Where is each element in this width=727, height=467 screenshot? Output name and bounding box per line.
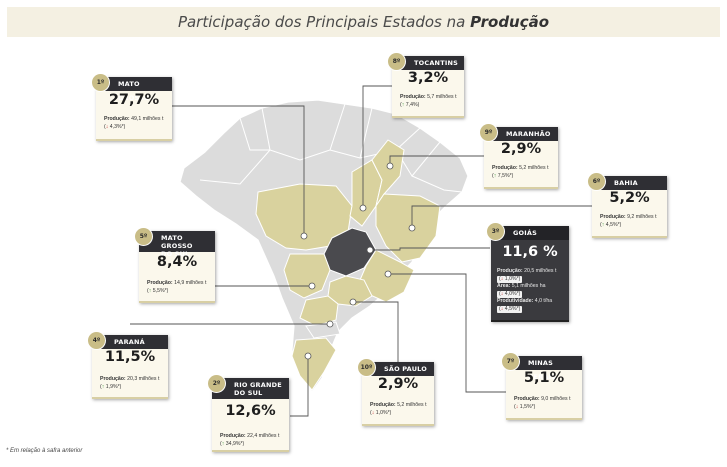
arrow-down-icon: ↓ — [500, 275, 504, 282]
card-parana: PARANÁ 4º 11,5% Produção: 20,3 milhões t… — [88, 332, 168, 399]
card-bahia: BAHIA 6º 5,2% Produção: 9,2 milhões t (↑… — [588, 173, 667, 238]
share-value: 11,5% — [104, 349, 156, 365]
page-title: Participação dos Principais Estados na P… — [177, 13, 550, 31]
share-value: 8,4% — [156, 254, 198, 270]
arrow-up-icon: ↑ — [148, 287, 152, 294]
rank-badge: 10º — [358, 359, 375, 376]
arrow-down-icon: ↓ — [105, 123, 109, 130]
card-header: MATO GROSSO — [96, 77, 172, 102]
arrow-up-icon: ↑ — [601, 221, 605, 228]
card-header: PARANÁ — [92, 335, 168, 349]
card-info: Produção: 49,1 milhões t (↓ 4,3%*) — [104, 116, 164, 130]
title-bar: Participação dos Principais Estados na P… — [7, 7, 720, 37]
state-parana — [299, 295, 339, 327]
share-value: 3,2% — [407, 70, 449, 86]
arrow-up-icon: ↑ — [401, 101, 405, 108]
share-value: 5,2% — [609, 190, 650, 206]
card-info: Produção: 9,0 milhões t (↓ 1,5%*) — [514, 396, 571, 410]
card-tocantins: TOCANTINS 8º 3,2% Produção: 5,7 milhões … — [388, 53, 464, 118]
card-rio-grande-sul: RIO GRANDE DO SUL 2º 12,6% Produção: 22,4… — [208, 375, 289, 452]
card-info: Produção: 20,5 milhões t (↓ 1,0%*) Área:… — [497, 268, 557, 313]
arrow-up-icon: ↑ — [221, 440, 225, 447]
card-goias: GOIÁS 3º 11,6 % Produção: 20,5 milhões t… — [487, 223, 569, 322]
card-maranhao: MARANHÃO 9º 2,9% Produção: 5,2 milhões t… — [480, 124, 558, 189]
card-header: MATO GROSSO DO SUL — [139, 231, 215, 258]
share-value: 11,6 % — [502, 244, 558, 260]
connector-dots — [300, 162, 416, 360]
share-value: 12,6% — [225, 403, 276, 419]
arrow-up-icon: ↑ — [493, 172, 497, 179]
card-info: Produção: 5,2 milhões t (↑ 7,5%*) — [492, 165, 549, 179]
card-header: SÃO PAULO — [362, 362, 434, 376]
rank-badge: 5º — [135, 228, 152, 245]
rank-badge: 9º — [480, 124, 497, 141]
state-maranhao — [371, 139, 405, 207]
share-value: 5,1% — [523, 370, 565, 386]
card-header: GOIÁS — [491, 226, 569, 240]
card-header: MARANHÃO — [484, 127, 558, 141]
rank-badge: 2º — [208, 375, 225, 392]
card-info: Produção: 5,2 milhões t (↓ 1,0%*) — [370, 402, 427, 416]
card-mato-grosso: MATO GROSSO 1º 27,7% Produção: 49,1 milh… — [92, 74, 172, 141]
state-bahia — [375, 193, 441, 263]
card-header: RIO GRANDE DO SUL — [212, 378, 289, 399]
rank-badge: 1º — [92, 74, 109, 91]
arrow-down-icon: ↓ — [515, 403, 519, 410]
card-header: MINAS GERAIS — [506, 356, 582, 381]
share-value: 27,7% — [108, 92, 160, 108]
rank-badge: 7º — [502, 353, 519, 370]
card-info: Produção: 22,4 milhões t (↑ 34,9%*) — [220, 433, 280, 447]
rank-badge: 6º — [588, 173, 605, 190]
card-header: TOCANTINS — [392, 56, 464, 70]
share-value: 2,9% — [500, 141, 542, 157]
rank-badge: 4º — [88, 332, 105, 349]
state-rio-grande-sul — [291, 337, 337, 391]
card-header: BAHIA — [592, 176, 667, 190]
card-minas-gerais: MINAS GERAIS 7º 5,1% Produção: 9,0 milhõ… — [502, 353, 582, 420]
arrow-down-icon: ↓ — [371, 409, 375, 416]
card-info: Produção: 9,2 milhões t (↑ 4,5%*) — [600, 214, 657, 228]
arrow-down-icon: ↓ — [500, 290, 504, 297]
rank-badge: 3º — [487, 223, 504, 240]
arrow-down-icon: ↓ — [500, 305, 504, 312]
card-sao-paulo: SÃO PAULO 10º 2,9% Produção: 5,2 milhões… — [358, 359, 434, 426]
arrow-up-icon: ↑ — [101, 383, 105, 390]
card-mato-grosso-sul: MATO GROSSO DO SUL 5º 8,4% Produção: 14,9… — [135, 228, 215, 303]
card-info: Produção: 20,3 milhões t (↑ 1,9%*) — [100, 376, 160, 390]
footnote: * Em relação à safra anterior — [6, 448, 83, 454]
rank-badge: 8º — [388, 53, 405, 70]
card-info: Produção: 5,7 milhões t (↑ 7,4%) — [400, 94, 457, 108]
share-value: 2,9% — [377, 376, 419, 392]
card-info: Produção: 14,9 milhões t (↑ 5,5%*) — [147, 280, 207, 294]
state-mato-grosso-sul — [283, 253, 331, 299]
